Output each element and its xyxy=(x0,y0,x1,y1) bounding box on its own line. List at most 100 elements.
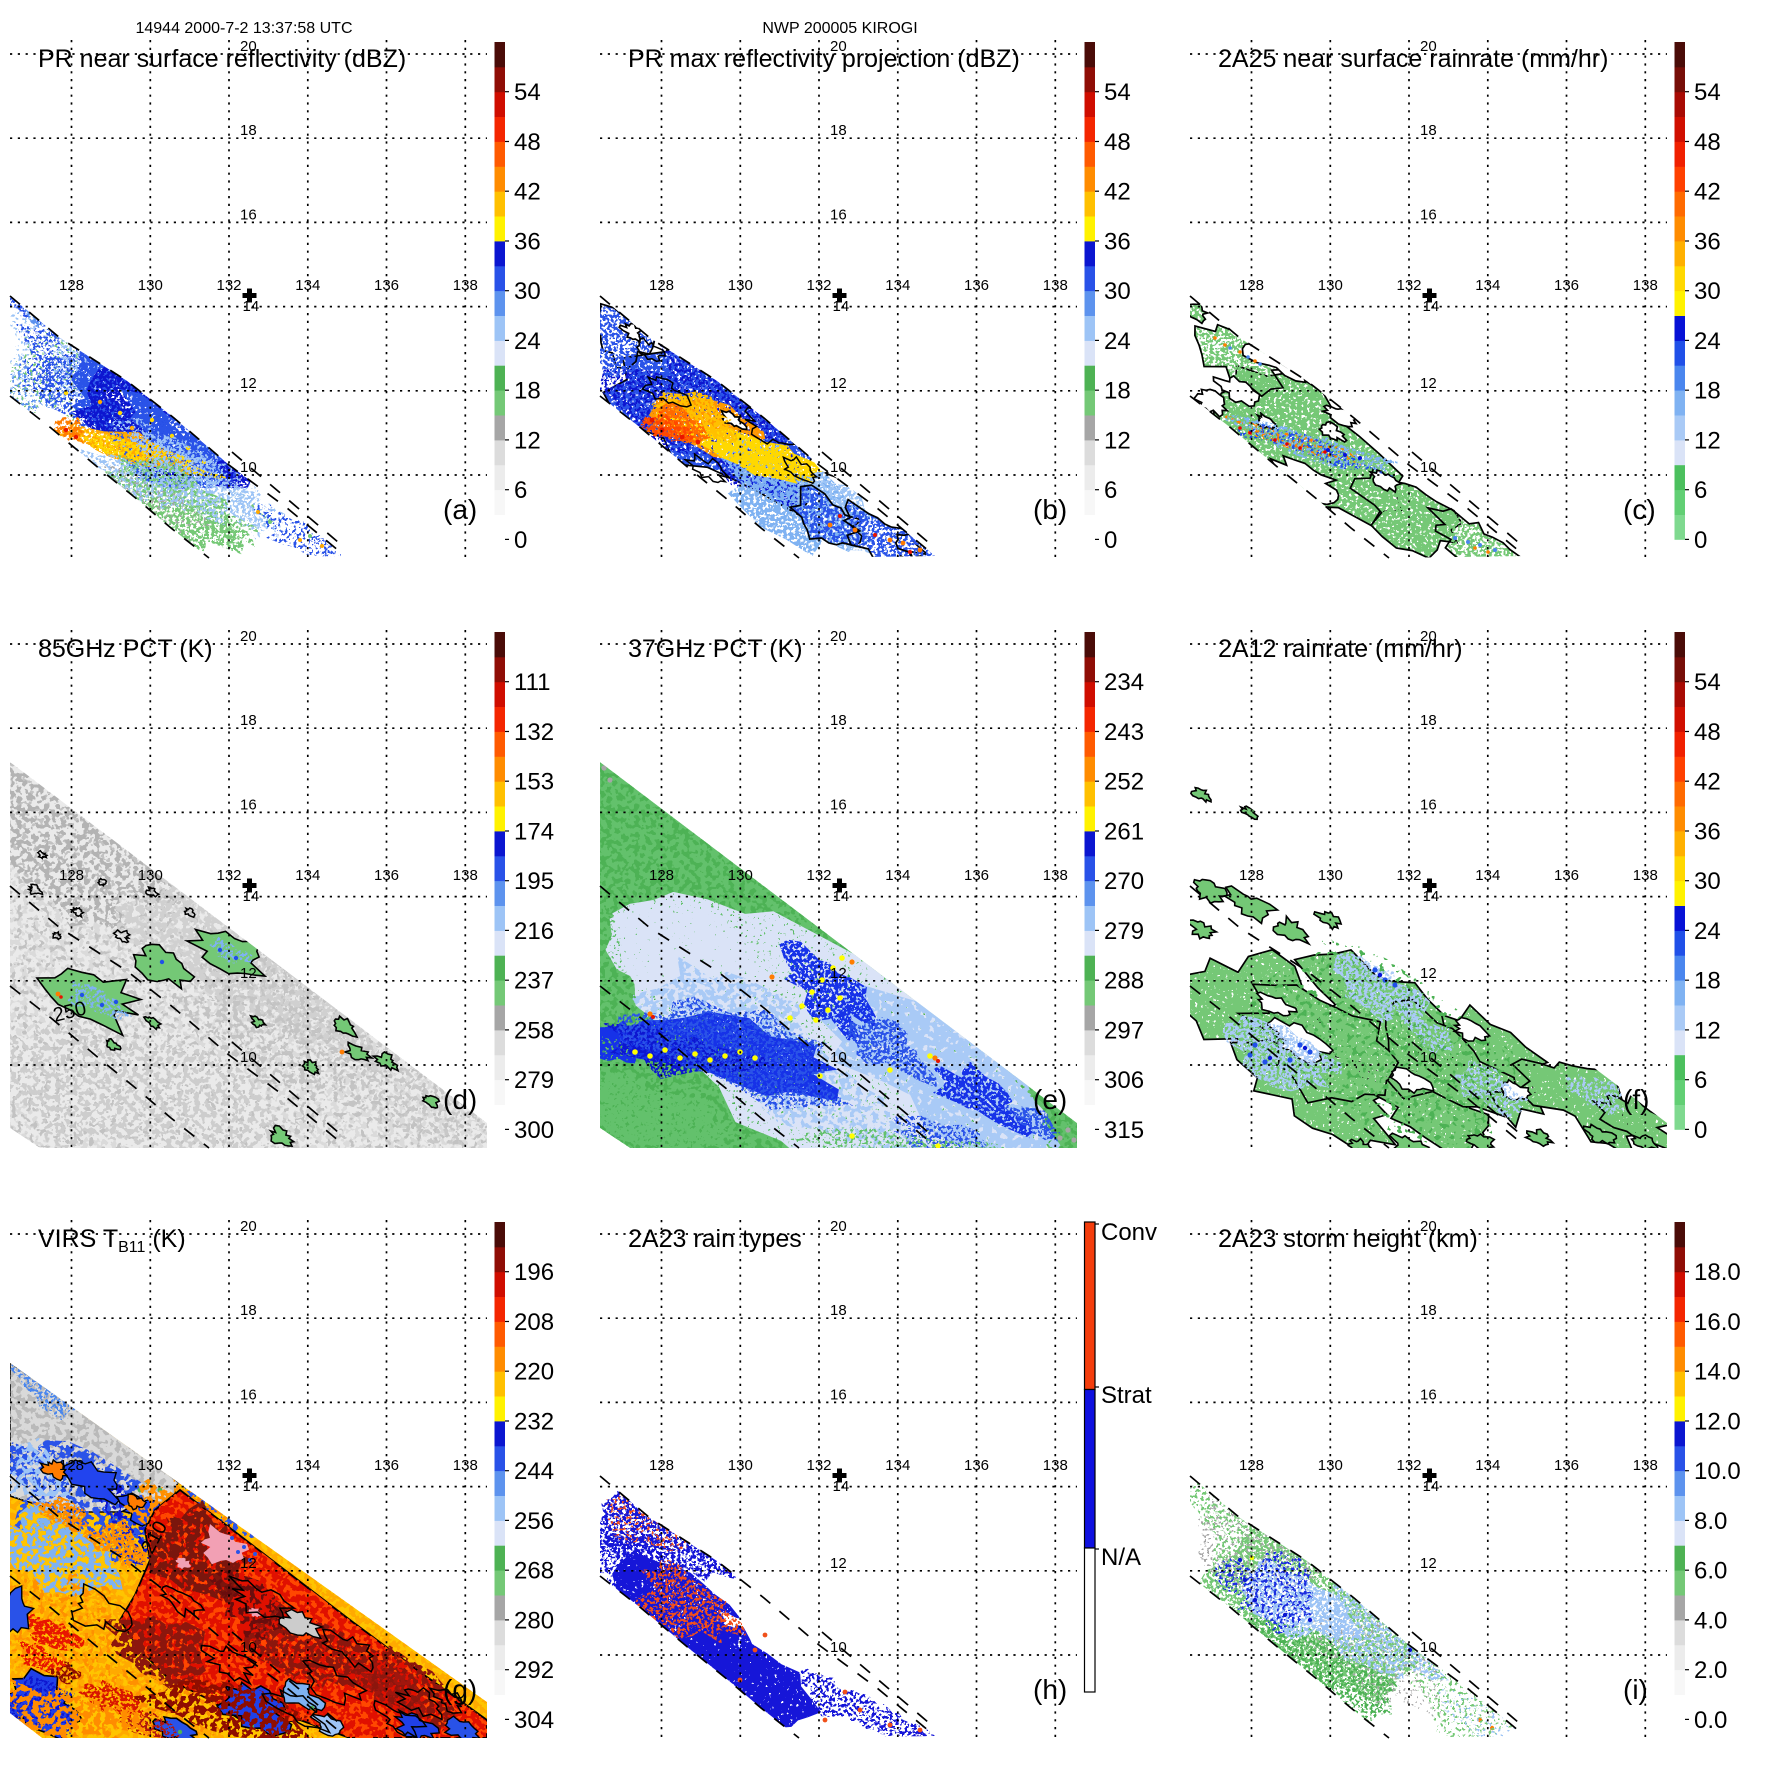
svg-text:14: 14 xyxy=(243,298,260,315)
svg-text:232: 232 xyxy=(514,1408,554,1435)
svg-text:195: 195 xyxy=(514,868,554,895)
svg-text:30: 30 xyxy=(1694,278,1721,305)
svg-text:14: 14 xyxy=(1423,1478,1440,1495)
svg-text:304: 304 xyxy=(514,1707,554,1734)
svg-text:18: 18 xyxy=(240,1302,257,1319)
svg-text:12: 12 xyxy=(830,375,847,392)
svg-text:24: 24 xyxy=(1694,328,1721,355)
svg-text:(a): (a) xyxy=(443,494,477,525)
svg-text:18: 18 xyxy=(1694,968,1721,995)
svg-text:134: 134 xyxy=(885,867,910,884)
svg-text:18: 18 xyxy=(240,712,257,729)
svg-text:14: 14 xyxy=(833,888,850,905)
svg-text:18: 18 xyxy=(830,712,847,729)
svg-text:132: 132 xyxy=(806,1457,831,1474)
svg-text:130: 130 xyxy=(138,277,163,294)
svg-text:12: 12 xyxy=(1694,1017,1721,1044)
svg-text:18: 18 xyxy=(1104,378,1131,405)
svg-text:280: 280 xyxy=(514,1607,554,1634)
svg-text:138: 138 xyxy=(1633,277,1658,294)
svg-text:12: 12 xyxy=(830,1555,847,1572)
svg-text:18: 18 xyxy=(1420,712,1437,729)
svg-text:12: 12 xyxy=(240,375,257,392)
svg-text:132: 132 xyxy=(806,867,831,884)
svg-text:128: 128 xyxy=(59,867,84,884)
svg-text:18: 18 xyxy=(1420,122,1437,139)
svg-text:10.0: 10.0 xyxy=(1694,1458,1741,1485)
svg-text:14: 14 xyxy=(833,298,850,315)
svg-text:136: 136 xyxy=(1554,867,1579,884)
svg-text:2A23 rain types: 2A23 rain types xyxy=(628,1225,802,1253)
svg-text:14.0: 14.0 xyxy=(1694,1359,1741,1386)
svg-text:300: 300 xyxy=(514,1117,554,1144)
svg-text:14944 2000-7-2 13:37:58 UTC: 14944 2000-7-2 13:37:58 UTC xyxy=(135,20,352,37)
svg-text:48: 48 xyxy=(1694,719,1721,746)
svg-text:42: 42 xyxy=(1104,179,1131,206)
svg-text:6: 6 xyxy=(1104,477,1117,504)
svg-text:54: 54 xyxy=(1694,79,1721,106)
svg-text:PR max reflectivity projection: PR max reflectivity projection (dBZ) xyxy=(628,45,1020,73)
svg-text:134: 134 xyxy=(295,1457,320,1474)
svg-text:20: 20 xyxy=(1420,38,1437,55)
svg-text:136: 136 xyxy=(1554,1457,1579,1474)
svg-text:279: 279 xyxy=(514,1067,554,1094)
svg-text:54: 54 xyxy=(514,79,541,106)
svg-text:138: 138 xyxy=(1043,277,1068,294)
svg-text:220: 220 xyxy=(514,1359,554,1386)
svg-text:138: 138 xyxy=(453,867,478,884)
svg-text:132: 132 xyxy=(1396,1457,1421,1474)
svg-text:16: 16 xyxy=(1420,796,1437,813)
svg-text:10: 10 xyxy=(830,1639,847,1656)
svg-text:20: 20 xyxy=(240,38,257,55)
svg-text:36: 36 xyxy=(1694,818,1721,845)
svg-text:138: 138 xyxy=(453,1457,478,1474)
svg-text:(c): (c) xyxy=(1623,494,1656,525)
svg-text:14: 14 xyxy=(243,1478,260,1495)
svg-text:12: 12 xyxy=(514,427,541,454)
svg-text:14: 14 xyxy=(1423,888,1440,905)
svg-text:16: 16 xyxy=(240,206,257,223)
svg-text:0: 0 xyxy=(1694,527,1707,554)
svg-text:16: 16 xyxy=(240,1386,257,1403)
svg-text:30: 30 xyxy=(514,278,541,305)
svg-text:130: 130 xyxy=(728,277,753,294)
svg-text:36: 36 xyxy=(514,228,541,255)
svg-text:128: 128 xyxy=(59,277,84,294)
svg-text:N/A: N/A xyxy=(1101,1544,1141,1571)
svg-text:12: 12 xyxy=(1420,965,1437,982)
svg-text:20: 20 xyxy=(240,1218,257,1235)
svg-text:16: 16 xyxy=(830,796,847,813)
svg-text:196: 196 xyxy=(514,1259,554,1286)
svg-text:268: 268 xyxy=(514,1558,554,1585)
svg-text:Conv: Conv xyxy=(1101,1219,1157,1246)
svg-text:85GHz PCT (K): 85GHz PCT (K) xyxy=(38,635,213,663)
svg-text:111: 111 xyxy=(514,669,550,696)
svg-text:16: 16 xyxy=(1420,206,1437,223)
svg-text:42: 42 xyxy=(1694,179,1721,206)
svg-text:130: 130 xyxy=(1318,1457,1343,1474)
svg-text:10: 10 xyxy=(1420,459,1437,476)
svg-text:138: 138 xyxy=(1633,867,1658,884)
svg-text:8.0: 8.0 xyxy=(1694,1508,1727,1535)
svg-text:132: 132 xyxy=(806,277,831,294)
svg-text:54: 54 xyxy=(1694,669,1721,696)
svg-text:136: 136 xyxy=(374,867,399,884)
svg-text:128: 128 xyxy=(649,867,674,884)
svg-text:258: 258 xyxy=(514,1017,554,1044)
svg-text:2A12 rainrate (mm/hr): 2A12 rainrate (mm/hr) xyxy=(1218,635,1463,663)
svg-text:252: 252 xyxy=(1104,769,1144,796)
svg-text:136: 136 xyxy=(1554,277,1579,294)
svg-text:(e): (e) xyxy=(1033,1084,1067,1115)
svg-text:132: 132 xyxy=(514,719,554,746)
svg-text:6: 6 xyxy=(1694,477,1707,504)
svg-text:18.0: 18.0 xyxy=(1694,1259,1741,1286)
svg-text:128: 128 xyxy=(59,1457,84,1474)
svg-text:136: 136 xyxy=(964,1457,989,1474)
svg-text:128: 128 xyxy=(1239,277,1264,294)
svg-text:(g): (g) xyxy=(443,1674,477,1705)
svg-text:132: 132 xyxy=(1396,277,1421,294)
svg-text:(b): (b) xyxy=(1033,494,1067,525)
svg-text:10: 10 xyxy=(240,1639,257,1656)
svg-text:16: 16 xyxy=(1420,1386,1437,1403)
svg-text:216: 216 xyxy=(514,918,554,945)
